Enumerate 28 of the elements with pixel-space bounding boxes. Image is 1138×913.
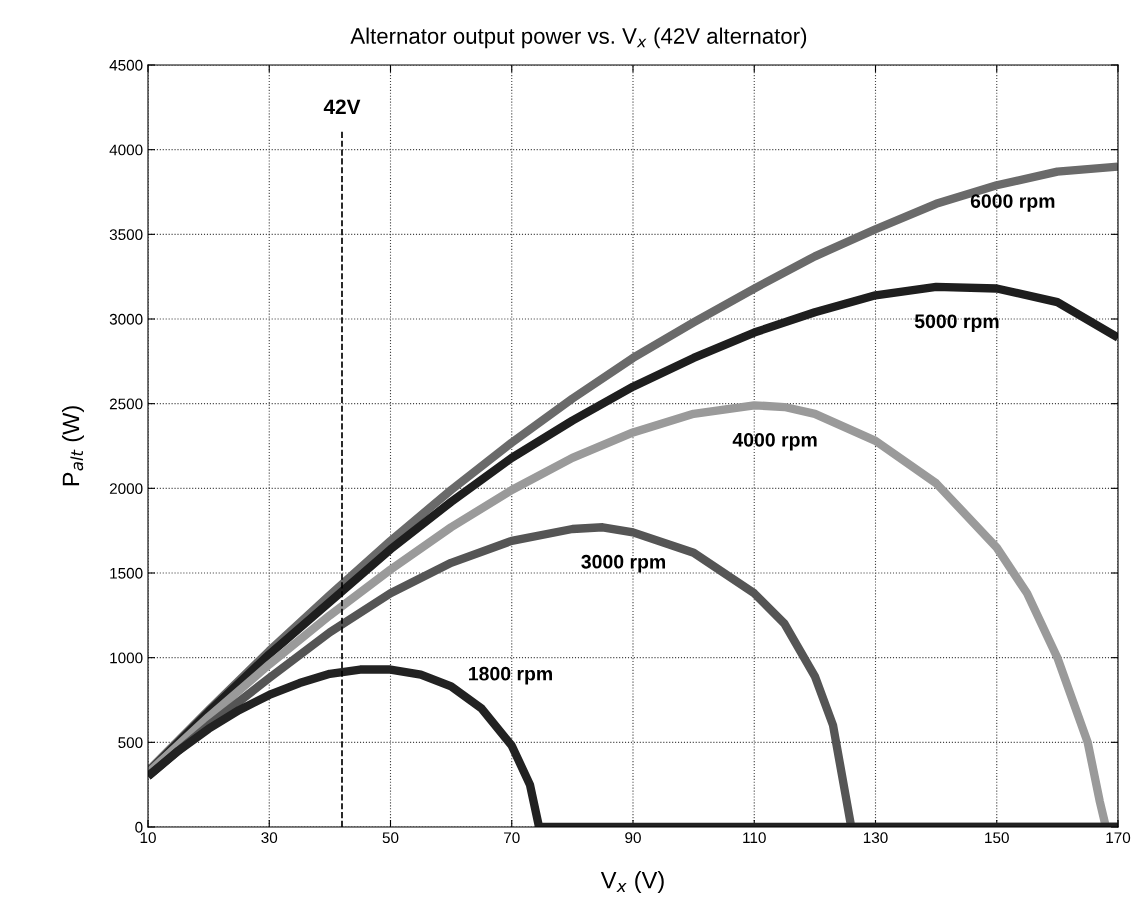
series-label: 1800 rpm: [469, 666, 552, 685]
y-tick-label: 1000: [110, 652, 143, 664]
x-axis-title: V$_{x}$ (V): [600, 871, 664, 894]
x-tick-label: 10: [140, 832, 156, 844]
y-axis-title: P$_{alt}$ (W): [61, 406, 84, 486]
chart-title: Alternator output power vs. V$_{x}$ (42V alternator): [350, 27, 807, 49]
y-tick-label: 3500: [109, 229, 143, 241]
ref-line-label: 42V: [323, 99, 361, 115]
series-label: 4000 rpm: [732, 432, 817, 451]
y-tick-label: 4000: [109, 144, 143, 156]
y-tick-label: 2000: [109, 483, 143, 495]
x-tick-label: 170: [1106, 832, 1131, 844]
x-tick-label: 110: [743, 832, 766, 844]
y-tick-label: 500: [118, 737, 143, 749]
y-tick-label: 0: [135, 821, 143, 833]
y-tick-label: 2500: [109, 398, 143, 410]
y-tick-label: 3000: [109, 313, 143, 325]
series-label: 6000 rpm: [970, 194, 1055, 212]
y-tick-label: 1500: [110, 567, 143, 579]
x-tick-label: 30: [261, 832, 278, 844]
series-label: 3000 rpm: [581, 554, 666, 573]
x-tick-label: 50: [382, 832, 399, 844]
x-tick-label: 70: [504, 832, 520, 844]
x-tick-label: 130: [863, 832, 888, 844]
y-tick-label: 4500: [109, 59, 143, 71]
series-label: 5000 rpm: [914, 314, 999, 332]
x-tick-label: 150: [985, 832, 1009, 844]
x-tick-label: 90: [625, 832, 641, 844]
